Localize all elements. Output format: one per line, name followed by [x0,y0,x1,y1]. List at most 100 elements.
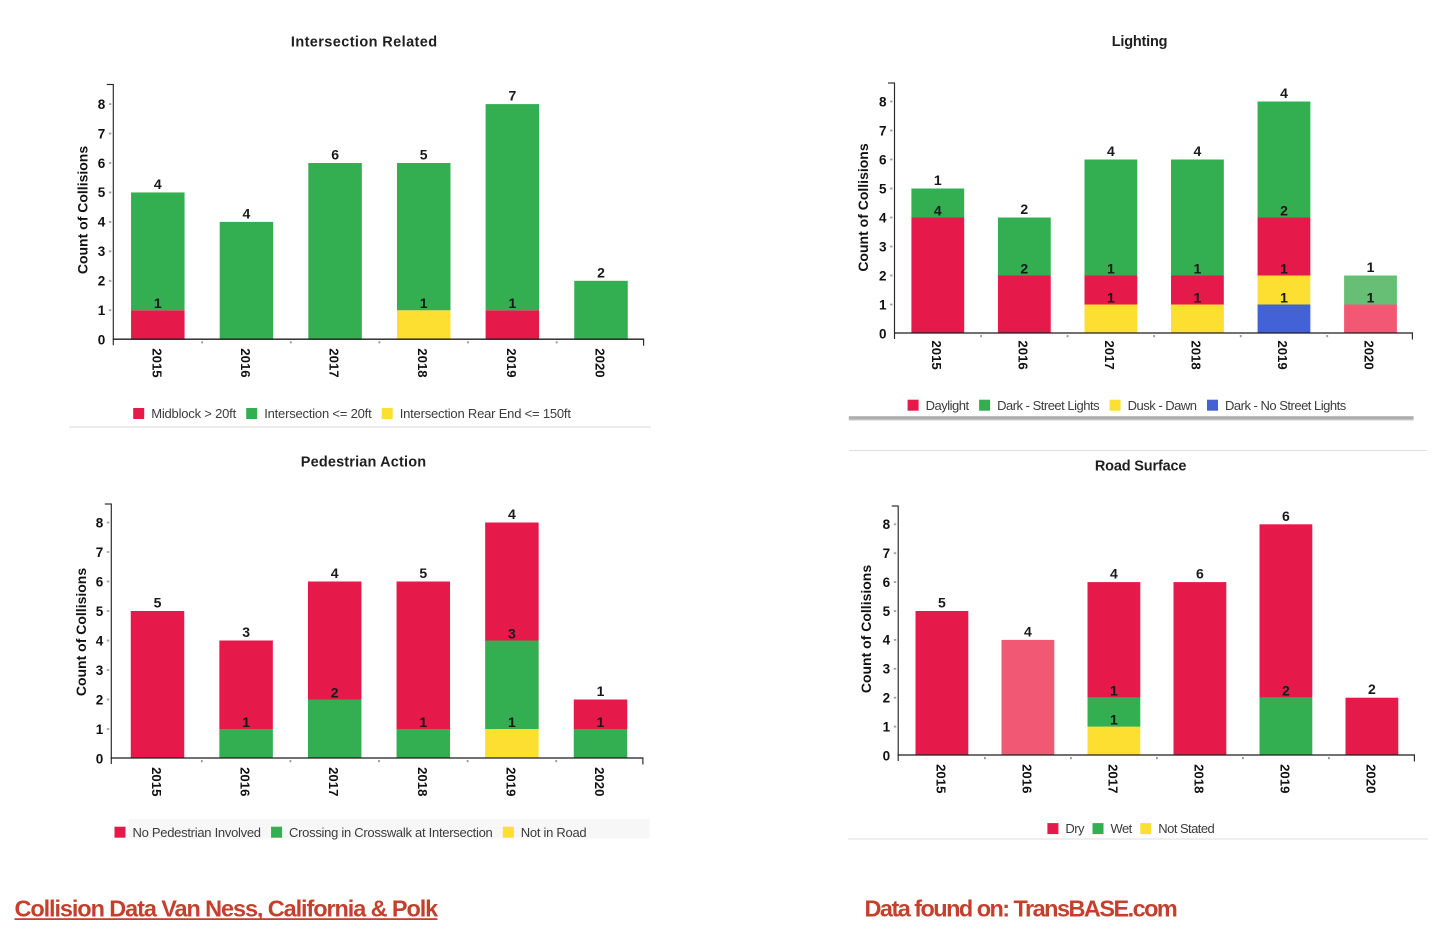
svg-text:No Pedestrian Involved: No Pedestrian Involved [133,825,261,840]
svg-text:Dark - Street Lights: Dark - Street Lights [997,398,1100,413]
svg-text:Daylight: Daylight [926,398,970,413]
svg-text:Not Stated: Not Stated [1158,821,1214,836]
svg-text:6: 6 [883,575,891,590]
svg-text:8: 8 [883,517,891,532]
svg-text:Dark - No Street Lights: Dark - No Street Lights [1225,398,1347,413]
svg-text:4: 4 [154,176,162,192]
svg-text:7: 7 [98,126,106,141]
svg-text:3: 3 [508,626,516,642]
svg-text:4: 4 [1107,143,1115,159]
svg-text:1: 1 [1110,712,1118,728]
svg-text:4: 4 [508,506,516,522]
svg-text:1: 1 [1367,259,1375,275]
svg-text:2019: 2019 [504,348,519,377]
svg-text:4: 4 [1194,143,1202,159]
svg-text:2020: 2020 [592,767,607,796]
svg-text:7: 7 [879,123,887,138]
svg-text:4: 4 [1280,85,1288,101]
svg-text:2018: 2018 [1191,764,1206,793]
svg-text:3: 3 [96,663,104,678]
svg-text:1: 1 [98,303,106,318]
svg-text:Not in Road: Not in Road [521,825,587,840]
svg-text:3: 3 [883,662,891,677]
svg-text:5: 5 [883,604,891,619]
svg-text:1: 1 [879,297,887,312]
svg-text:4: 4 [934,203,942,219]
svg-text:Count of Collisions: Count of Collisions [75,146,91,275]
svg-text:7: 7 [96,545,104,560]
svg-text:2: 2 [1020,261,1028,277]
svg-text:2015: 2015 [149,767,164,796]
svg-text:2020: 2020 [1363,764,1378,793]
svg-text:8: 8 [879,94,887,109]
svg-text:6: 6 [879,152,887,167]
svg-text:Data found on: TransBASE.com: Data found on: TransBASE.com [865,896,1177,922]
svg-text:2016: 2016 [238,767,253,796]
svg-text:2: 2 [1020,201,1028,217]
svg-text:1: 1 [1194,290,1202,306]
svg-text:5: 5 [938,595,946,611]
svg-text:Intersection Related: Intersection Related [291,35,438,51]
svg-text:2: 2 [879,268,887,283]
svg-text:5: 5 [154,595,162,611]
svg-text:Wet: Wet [1111,821,1133,836]
svg-text:4: 4 [879,210,887,225]
svg-text:2018: 2018 [415,767,430,796]
svg-text:2017: 2017 [326,767,341,796]
svg-text:Count of Collisions: Count of Collisions [858,565,874,694]
svg-text:1: 1 [1367,290,1375,306]
svg-text:1: 1 [934,172,942,188]
svg-text:8: 8 [96,515,104,530]
svg-text:2016: 2016 [1016,340,1031,369]
svg-text:2015: 2015 [929,340,944,369]
svg-text:Dry: Dry [1065,821,1085,836]
svg-text:1: 1 [420,295,428,311]
svg-text:2: 2 [1282,683,1290,699]
svg-text:1: 1 [154,295,162,311]
svg-text:2020: 2020 [593,348,608,377]
svg-text:Lighting: Lighting [1112,34,1168,50]
svg-text:1: 1 [597,714,605,730]
svg-text:2: 2 [98,274,106,289]
svg-text:1: 1 [1107,261,1115,277]
svg-text:2019: 2019 [503,767,518,796]
svg-text:1: 1 [419,714,427,730]
svg-text:3: 3 [242,624,250,640]
svg-text:4: 4 [331,565,339,581]
svg-text:3: 3 [879,239,887,254]
svg-text:3: 3 [98,244,106,259]
svg-text:Collision Data Van Ness, Calif: Collision Data Van Ness, California & Po… [15,896,440,922]
svg-text:1: 1 [242,714,250,730]
svg-text:2017: 2017 [1105,764,1120,793]
svg-text:7: 7 [509,88,517,104]
svg-text:0: 0 [96,751,104,766]
svg-text:6: 6 [98,156,106,171]
svg-text:0: 0 [98,333,106,348]
svg-text:1: 1 [509,295,517,311]
svg-text:2: 2 [1368,681,1376,697]
svg-text:0: 0 [883,748,891,763]
svg-text:4: 4 [1024,623,1032,639]
svg-text:Intersection <= 20ft: Intersection <= 20ft [264,406,372,421]
svg-text:6: 6 [96,574,104,589]
svg-text:2: 2 [597,264,605,280]
svg-text:4: 4 [98,215,106,230]
svg-text:4: 4 [243,205,251,221]
svg-text:6: 6 [331,147,339,163]
svg-text:1: 1 [597,683,605,699]
svg-text:4: 4 [96,633,104,648]
svg-text:2015: 2015 [933,764,948,793]
svg-text:8: 8 [98,97,106,112]
svg-text:Dusk - Dawn: Dusk - Dawn [1128,398,1197,413]
svg-text:0: 0 [879,326,887,341]
svg-text:Road Surface: Road Surface [1095,459,1187,475]
svg-text:2018: 2018 [415,348,430,377]
svg-text:Midblock > 20ft: Midblock > 20ft [151,406,236,421]
svg-text:2018: 2018 [1189,340,1204,369]
svg-text:2017: 2017 [1102,340,1117,369]
svg-text:Crossing in Crosswalk at Inter: Crossing in Crosswalk at Intersection [289,825,493,840]
svg-text:2020: 2020 [1362,340,1377,369]
svg-text:2015: 2015 [149,348,164,377]
svg-text:7: 7 [883,546,891,561]
svg-text:2019: 2019 [1275,340,1290,369]
